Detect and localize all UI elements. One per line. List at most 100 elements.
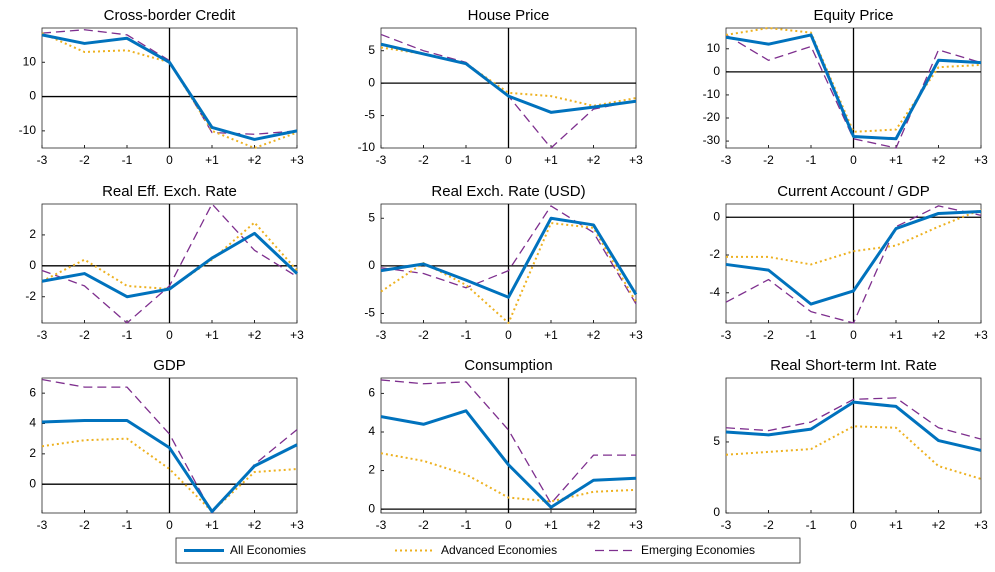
x-tick-label: +1 [544, 328, 558, 342]
x-tick-label: -3 [37, 328, 48, 342]
series-line [725, 27, 982, 133]
y-tick-label: 0 [713, 209, 720, 223]
y-tick-label: 0 [713, 505, 720, 519]
x-tick-label: -1 [806, 328, 817, 342]
x-tick-label: +2 [932, 153, 946, 167]
x-tick-label: +3 [290, 328, 304, 342]
x-tick-label: -1 [461, 518, 472, 532]
y-tick-label: -5 [364, 108, 375, 122]
x-tick-label: -2 [418, 328, 429, 342]
y-tick-label: -5 [364, 306, 375, 320]
panel-title: Cross-border Credit [104, 7, 237, 24]
x-tick-label: +3 [974, 153, 988, 167]
y-tick-label: -10 [358, 140, 376, 154]
x-tick-label: -2 [418, 518, 429, 532]
x-tick-label: 0 [850, 328, 857, 342]
panel-title: Real Exch. Rate (USD) [431, 183, 585, 200]
y-tick-label: 0 [368, 258, 375, 272]
y-tick-label: 10 [23, 54, 37, 68]
x-tick-label: 0 [850, 518, 857, 532]
series-line [726, 208, 982, 266]
x-tick-label: -2 [763, 328, 774, 342]
y-tick-label: 0 [29, 89, 36, 103]
panel-title: GDP [153, 357, 186, 374]
y-tick-label: 10 [707, 41, 721, 55]
panel-title: Real Eff. Exch. Rate [102, 183, 237, 200]
x-tick-label: -2 [79, 518, 90, 532]
series-line [41, 32, 298, 149]
legend-box [175, 537, 801, 564]
series-line [380, 42, 637, 114]
series-line [725, 400, 982, 452]
x-tick-label: +1 [889, 518, 903, 532]
y-tick-label: 6 [368, 386, 375, 400]
y-tick-label: 5 [713, 434, 720, 448]
x-tick-label: -2 [763, 518, 774, 532]
x-tick-label: -3 [37, 153, 48, 167]
series-line [725, 205, 982, 324]
series-line [380, 216, 638, 299]
x-tick-label: +1 [889, 153, 903, 167]
x-tick-label: -3 [721, 328, 732, 342]
x-tick-label: -2 [763, 153, 774, 167]
x-tick-label: +3 [974, 328, 988, 342]
x-tick-label: -1 [122, 518, 133, 532]
x-tick-label: -3 [721, 518, 732, 532]
panel-title: Consumption [464, 357, 552, 374]
panel-title: Real Short-term Int. Rate [770, 357, 937, 374]
x-tick-label: 0 [166, 153, 173, 167]
x-tick-label: +2 [248, 153, 262, 167]
x-tick-label: 0 [166, 518, 173, 532]
x-tick-label: +3 [290, 153, 304, 167]
y-tick-label: 6 [29, 385, 36, 399]
x-tick-label: +2 [587, 518, 601, 532]
y-tick-label: 2 [29, 446, 36, 460]
x-tick-label: -2 [79, 153, 90, 167]
x-tick-label: +2 [932, 518, 946, 532]
x-tick-label: +2 [587, 153, 601, 167]
x-tick-label: +1 [544, 518, 558, 532]
y-tick-label: -4 [709, 285, 720, 299]
x-tick-label: 0 [505, 518, 512, 532]
x-tick-label: -1 [806, 518, 817, 532]
legend-label: Advanced Economies [441, 543, 557, 557]
series-line [41, 203, 298, 324]
panel-title: Current Account / GDP [777, 183, 930, 200]
y-tick-label: -10 [703, 87, 721, 101]
x-tick-label: +2 [248, 518, 262, 532]
legend-label: Emerging Economies [641, 543, 755, 557]
x-tick-label: +2 [587, 328, 601, 342]
series-line [41, 231, 299, 299]
x-tick-label: -1 [806, 153, 817, 167]
series-line [725, 397, 982, 440]
series-line [380, 452, 637, 503]
x-tick-label: -1 [122, 328, 133, 342]
x-tick-label: +3 [629, 328, 643, 342]
series-line [725, 210, 982, 306]
series-line [41, 378, 298, 514]
series-line [41, 29, 298, 135]
y-tick-label: 0 [368, 75, 375, 89]
series-line [725, 33, 982, 141]
y-tick-label: 4 [368, 424, 375, 438]
y-tick-label: 0 [713, 64, 720, 78]
legend-label: All Economies [230, 543, 306, 557]
x-tick-label: -3 [376, 518, 387, 532]
x-tick-label: +2 [248, 328, 262, 342]
x-tick-label: -1 [461, 153, 472, 167]
x-tick-label: -1 [461, 328, 472, 342]
panel-title: House Price [468, 7, 550, 24]
x-tick-label: -3 [376, 153, 387, 167]
x-tick-label: 0 [505, 153, 512, 167]
x-tick-label: +3 [974, 518, 988, 532]
y-tick-label: 5 [368, 210, 375, 224]
x-tick-label: -2 [79, 328, 90, 342]
series-line [41, 33, 298, 141]
x-tick-label: +1 [205, 518, 219, 532]
x-tick-label: +3 [629, 518, 643, 532]
y-tick-label: -30 [703, 133, 721, 147]
series-line [41, 418, 298, 513]
y-tick-label: -10 [19, 123, 37, 137]
series-line [380, 205, 637, 305]
